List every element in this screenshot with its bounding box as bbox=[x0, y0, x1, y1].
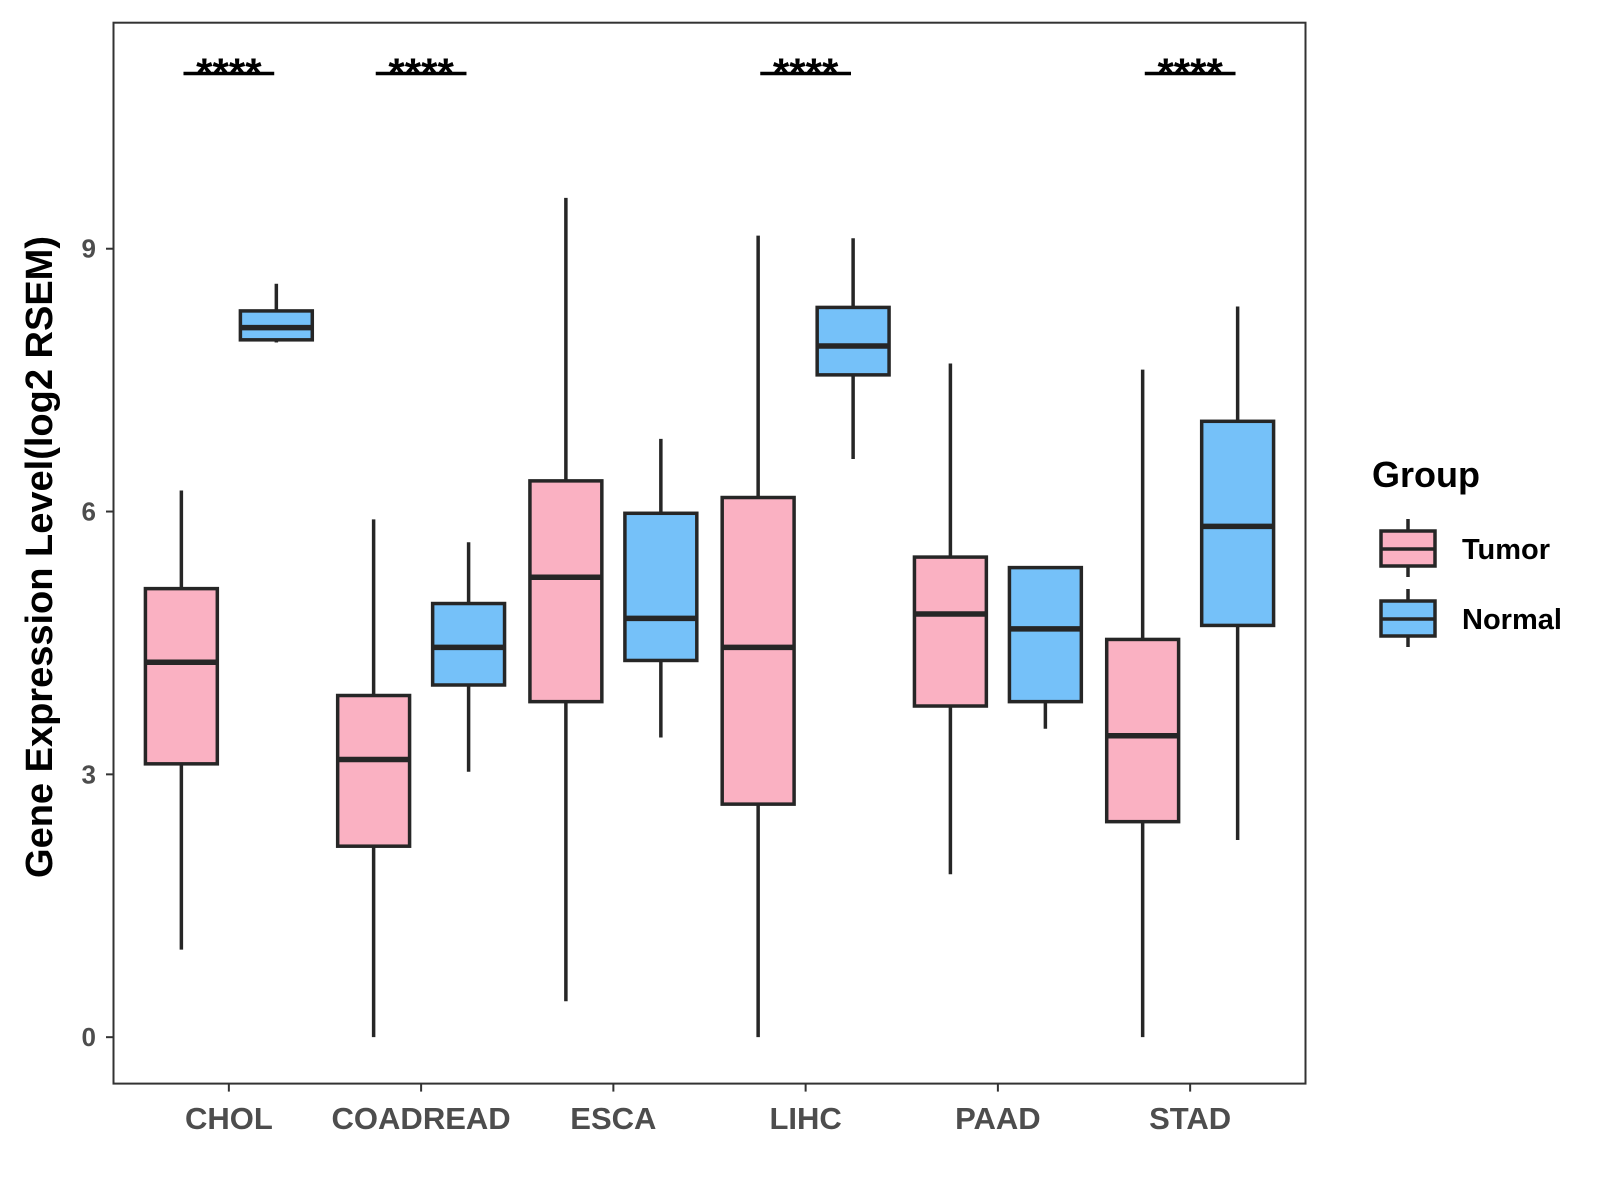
significance-annotations: **** **** **** **** bbox=[183, 50, 1236, 97]
significance-label-stad: **** bbox=[1157, 50, 1223, 97]
significance-label-coadread: **** bbox=[388, 50, 454, 97]
box-group-tumor-chol bbox=[143, 490, 220, 950]
box-tumor-coadread bbox=[335, 693, 412, 848]
y-axis-title: Gene Expression Level(log2 RSEM) bbox=[19, 236, 61, 878]
significance-label-chol: **** bbox=[196, 50, 262, 97]
box-group-normal-chol bbox=[238, 283, 315, 343]
box-group-normal-paad bbox=[1007, 565, 1084, 729]
box-tumor-chol bbox=[143, 586, 220, 766]
x-tick-label-coadread: COADREAD bbox=[332, 1101, 511, 1136]
legend-label-tumor: Tumor bbox=[1462, 534, 1550, 566]
x-tick-label-lihc: LIHC bbox=[769, 1101, 841, 1136]
x-tick-label-paad: PAAD bbox=[955, 1101, 1041, 1136]
box-group-tumor-esca bbox=[528, 197, 604, 1002]
legend-label-normal: Normal bbox=[1462, 604, 1562, 636]
legend-title: Group bbox=[1372, 454, 1480, 495]
box-tumor-lihc bbox=[720, 495, 796, 806]
box-group-tumor-lihc bbox=[720, 235, 796, 1038]
box-group-tumor-paad bbox=[912, 363, 989, 875]
box-tumor-stad bbox=[1104, 637, 1181, 824]
box-normal-lihc bbox=[815, 305, 891, 377]
legend: Group Tumor Normal bbox=[1372, 454, 1562, 647]
box-tumor-esca bbox=[528, 479, 604, 704]
box-group-normal-stad bbox=[1199, 306, 1276, 841]
box-normal-stad bbox=[1199, 419, 1276, 628]
box-group-tumor-coadread bbox=[335, 519, 412, 1038]
plot-marks bbox=[143, 197, 1276, 1038]
box-group-tumor-stad bbox=[1104, 369, 1181, 1038]
box-tumor-paad bbox=[912, 555, 989, 708]
panel-border bbox=[112, 21, 1307, 1085]
y-tick-label-0: 0 bbox=[82, 1022, 96, 1052]
x-tick-label-esca: ESCA bbox=[570, 1101, 656, 1136]
x-axis: CHOL COADREAD ESCA LIHC PAAD STAD bbox=[185, 1083, 1231, 1136]
box-normal-paad bbox=[1007, 565, 1084, 704]
box-group-normal-lihc bbox=[815, 238, 891, 459]
box-normal-coadread bbox=[430, 601, 507, 687]
box-normal-esca bbox=[623, 511, 699, 663]
x-tick-label-stad: STAD bbox=[1149, 1101, 1231, 1136]
y-axis: 0 3 6 9 bbox=[82, 234, 114, 1052]
legend-item-tumor: Tumor bbox=[1379, 519, 1550, 577]
box-group-normal-esca bbox=[623, 438, 699, 738]
x-tick-label-chol: CHOL bbox=[185, 1101, 273, 1136]
y-tick-label-9: 9 bbox=[82, 234, 96, 264]
box-group-normal-coadread bbox=[430, 542, 507, 772]
y-tick-label-3: 3 bbox=[82, 759, 96, 789]
legend-item-normal: Normal bbox=[1379, 589, 1562, 647]
y-tick-label-6: 6 bbox=[82, 497, 96, 527]
significance-label-lihc: **** bbox=[773, 50, 839, 97]
